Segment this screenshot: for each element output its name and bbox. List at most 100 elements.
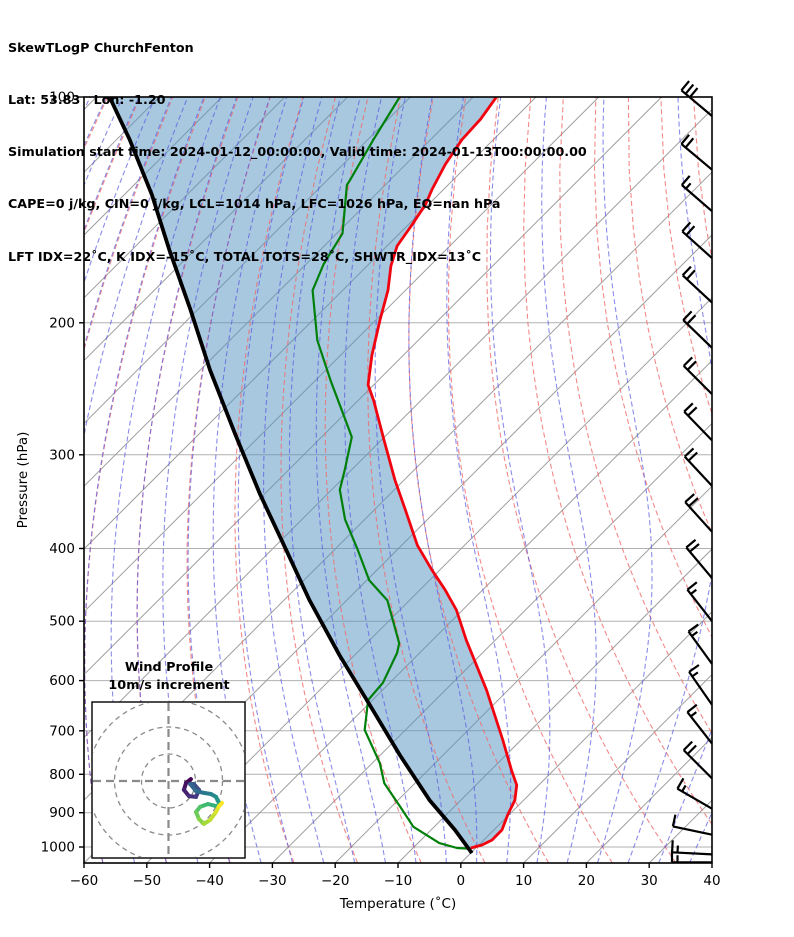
wind-barb: [682, 740, 713, 780]
moist-adiabat-line: [596, 97, 653, 863]
isotherm-line: [648, 799, 712, 863]
dry-adiabat-line: [448, 97, 613, 863]
wind-barb: [688, 664, 713, 706]
x-tick-label: 20: [578, 873, 595, 889]
wind-barb: [686, 703, 713, 745]
isotherm-line: [460, 611, 712, 863]
sounding-curves: [107, 97, 519, 855]
hodograph-inset: [91, 701, 246, 859]
moist-adiabat-line: [315, 97, 387, 863]
x-tick-label: −50: [133, 873, 162, 889]
wind-barb: [686, 581, 713, 622]
moist-adiabat-line: [136, 97, 238, 863]
isotherm-line: [711, 862, 712, 863]
wind-barb: [687, 623, 713, 665]
moist-adiabat-line: [84, 97, 205, 863]
wind-barb: [680, 134, 713, 171]
x-tick-label: −10: [384, 873, 413, 889]
moist-adiabat-line: [212, 97, 288, 863]
indices-line: LFT IDX=22˚C, K IDX=-15˚C, TOTAL TOTS=28…: [8, 248, 482, 264]
wind-barb: [682, 310, 713, 349]
y-tick-label: 200: [49, 315, 75, 331]
wind-barb: [684, 493, 713, 533]
x-tick-label: −30: [258, 873, 287, 889]
y-tick-label: 700: [49, 723, 75, 739]
dry-adiabat-line: [234, 97, 304, 863]
moist-adiabat-line: [84, 97, 189, 438]
moist-adiabat-line: [263, 97, 325, 863]
parcel-curve: [107, 97, 474, 855]
moist-adiabat-line: [658, 727, 712, 863]
cin-shading: [109, 97, 517, 854]
dry-adiabat-line: [280, 97, 359, 863]
dry-adiabat-line: [408, 97, 550, 863]
moist-adiabats: [84, 97, 794, 863]
isotherm-line: [209, 359, 712, 863]
dry-adiabat-line: [186, 97, 271, 863]
y-tick-label: 900: [49, 805, 75, 821]
y-tick-label: 100: [49, 90, 75, 106]
dry-adiabat-line: [692, 97, 712, 262]
isotherm-line: [586, 736, 712, 863]
wind-barb: [685, 538, 713, 579]
wind-barb: [682, 356, 713, 395]
wind-barb: [681, 221, 713, 259]
moist-adiabat-line: [187, 97, 271, 863]
y-tick-label: 800: [49, 767, 75, 783]
figure-title: SkewTLogP ChurchFenton: [8, 39, 194, 55]
x-tick-label: −60: [70, 873, 99, 889]
y-axis-label: Pressure (hPa): [15, 432, 31, 529]
y-tick-label: 500: [49, 614, 75, 630]
wind-barb: [680, 175, 713, 213]
axes-frame: −60 −50 −40 −30 −20 −10 0 10 20 30 40 100 200 300 400 5…: [41, 90, 721, 890]
sim-time-line: Simulation start time: 2024-01-12_00:00:…: [8, 144, 587, 160]
hodograph-trace: [181, 777, 224, 826]
x-tick-label: 30: [641, 873, 658, 889]
moist-adiabat-line: [288, 97, 356, 863]
lat-lon-line: Lat: 53.83 Lon: -1.20: [8, 92, 166, 108]
x-tick-label: −20: [321, 873, 350, 889]
wind-barb: [680, 80, 713, 117]
wind-barb: [683, 447, 713, 487]
dry-adiabat-line: [324, 97, 422, 863]
inset-title-line1: Wind Profile: [125, 660, 214, 675]
moist-adiabat-line: [720, 97, 794, 863]
wind-barb: [683, 402, 713, 442]
wind-barb: [671, 814, 713, 836]
dry-adiabat-line: [660, 97, 712, 416]
dry-adiabat-line: [486, 97, 677, 863]
moist-adiabat-line: [237, 97, 305, 863]
y-tick-label: 300: [49, 447, 75, 463]
isotherm-line: [397, 548, 712, 863]
isotherm-line: [84, 97, 286, 299]
wind-barb: [676, 777, 713, 810]
temperature-curve: [366, 97, 519, 850]
dewpoint-curve: [311, 97, 469, 850]
y-tick-label: 600: [49, 673, 75, 689]
x-tick-label: −40: [195, 873, 224, 889]
y-tick-label: 1000: [41, 840, 75, 856]
moist-adiabat-line: [162, 97, 254, 863]
wind-barb: [681, 265, 713, 304]
inset-title-line2: 10m/s increment: [108, 678, 229, 693]
wind-barbs: [670, 80, 713, 864]
stability-line: CAPE=0 j/kg, CIN=0 j/kg, LCL=1014 hPa, L…: [8, 196, 501, 212]
x-axis-label: Temperature (˚C): [339, 895, 457, 912]
isotherm-line: [84, 97, 600, 613]
dry-adiabat-line: [726, 97, 794, 863]
dry-adiabat-line: [593, 97, 712, 639]
sounding-shaded-area: [109, 97, 517, 854]
dry-adiabat-line: [523, 97, 712, 826]
dry-adiabat-line: [559, 97, 712, 735]
isotherm-line: [146, 297, 712, 863]
hodograph-ring: [140, 753, 197, 809]
dry-adiabat-line: [627, 97, 712, 535]
hodograph-background: [91, 701, 246, 859]
moist-adiabat-line: [627, 97, 712, 863]
moist-adiabat-line: [344, 97, 417, 863]
dry-adiabat-line: [367, 97, 486, 863]
x-tick-label: 0: [457, 873, 466, 889]
isotherm-line: [523, 673, 712, 863]
